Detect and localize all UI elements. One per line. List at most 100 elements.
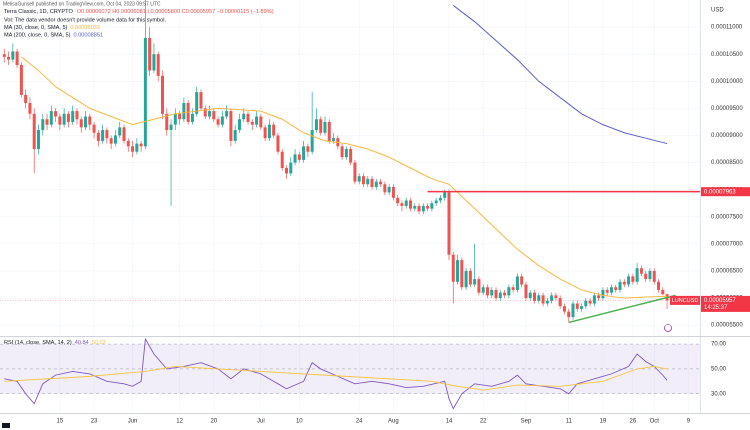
candle-body — [413, 205, 417, 209]
candle-body — [41, 119, 45, 131]
candle-body — [131, 146, 135, 152]
x-tick-label: 20 — [210, 419, 217, 425]
candle-body — [36, 130, 40, 150]
ma-value: 0.00008851 — [74, 33, 104, 39]
rsi-tick-label: 70.00 — [711, 342, 727, 348]
candle-body — [639, 268, 643, 274]
candle-body — [225, 111, 229, 117]
candle-body — [511, 287, 515, 290]
candle-body — [550, 295, 554, 301]
candle-body — [447, 192, 451, 255]
candle-body — [438, 197, 442, 201]
candle-body — [490, 289, 494, 296]
y-tick-label: 0.00007000 — [711, 241, 743, 247]
price-pane — [2, 0, 676, 324]
candle-body — [280, 151, 284, 168]
symbol-label: LUNCUSD — [672, 298, 699, 304]
symbol-name: Terra Classic, 1D, CRYPTO — [4, 9, 73, 15]
candle-body — [627, 276, 631, 285]
candle-body — [246, 113, 250, 122]
candle-body — [306, 146, 310, 152]
candle-body — [19, 65, 23, 95]
candle-body — [190, 113, 194, 122]
candle-body — [250, 121, 254, 125]
candle-body — [49, 111, 53, 125]
y-tick-label: 0.00010500 — [711, 52, 743, 58]
candle-body — [272, 124, 276, 136]
rsi-value: 50.03 — [92, 340, 106, 346]
grid — [0, 0, 700, 413]
candle-body — [276, 135, 280, 152]
candle-body — [456, 260, 460, 282]
tradingview-logo — [2, 423, 10, 428]
x-tick-label: Jul — [257, 419, 265, 425]
candle-body — [473, 279, 477, 285]
candle-body — [118, 127, 122, 136]
candle-body — [32, 113, 36, 150]
y-tick-label: 0.00010000 — [711, 79, 743, 85]
candle-body — [357, 176, 361, 182]
candle-body — [597, 295, 601, 299]
candle-body — [101, 130, 105, 141]
candle-body — [199, 92, 203, 109]
candle-body — [66, 113, 70, 122]
candle-body — [528, 292, 532, 299]
candle-body — [609, 287, 613, 293]
candle-body — [464, 270, 468, 288]
currency-label: USD — [711, 8, 724, 14]
candle-body — [524, 284, 528, 299]
candle-body — [644, 273, 648, 280]
candle-body — [605, 289, 609, 293]
candle-body — [361, 176, 365, 185]
candle-body — [327, 121, 331, 141]
x-tick-label: Aug — [388, 419, 399, 425]
x-tick-label: 14 — [446, 419, 453, 425]
candle-body — [314, 119, 318, 131]
candle-body — [554, 295, 558, 299]
x-tick-label: 11 — [566, 419, 573, 425]
candle-body — [148, 37, 152, 71]
candle-body — [657, 281, 661, 290]
candle-body — [515, 276, 519, 290]
candle-body — [135, 143, 139, 152]
candle-body — [391, 186, 395, 198]
candle-body — [139, 143, 143, 147]
candle-body — [396, 197, 400, 204]
candle-body — [203, 108, 207, 117]
candle-body — [96, 132, 100, 141]
candle-body — [323, 121, 327, 133]
candle-body — [592, 295, 596, 304]
candle-body — [24, 94, 28, 103]
candle-body — [584, 300, 588, 307]
candle-body — [421, 205, 425, 212]
event-icon[interactable] — [664, 324, 672, 332]
y-tick-label: 0.00009000 — [711, 133, 743, 139]
candle-body — [443, 192, 447, 198]
watermark: MelisaGunsell published on TradingView.c… — [3, 1, 161, 7]
candle-body — [75, 111, 79, 120]
candle-body — [332, 138, 336, 141]
candle-body — [575, 303, 579, 309]
x-tick-label: Jun — [128, 419, 138, 425]
candle-body — [212, 111, 216, 120]
y-tick-label: 0.00005500 — [711, 323, 743, 329]
candle-body — [426, 205, 430, 209]
x-tick-label: 23 — [91, 419, 98, 425]
candle-body — [614, 287, 618, 290]
candle-body — [460, 260, 464, 288]
candle-body — [468, 270, 472, 285]
x-tick-label: 10 — [296, 419, 303, 425]
candle-body — [503, 292, 507, 296]
last-price-box — [701, 295, 750, 312]
candle-body — [383, 184, 387, 193]
candle-body — [477, 279, 481, 293]
candle-body — [404, 200, 408, 206]
candle-body — [182, 102, 186, 120]
y-tick-label: 0.00008500 — [711, 160, 743, 166]
candle-body — [28, 102, 32, 114]
candle-body — [109, 138, 113, 144]
candle-body — [229, 111, 233, 141]
last-price-label: 0.00005957 — [704, 298, 736, 304]
x-tick-label: 24 — [356, 419, 363, 425]
